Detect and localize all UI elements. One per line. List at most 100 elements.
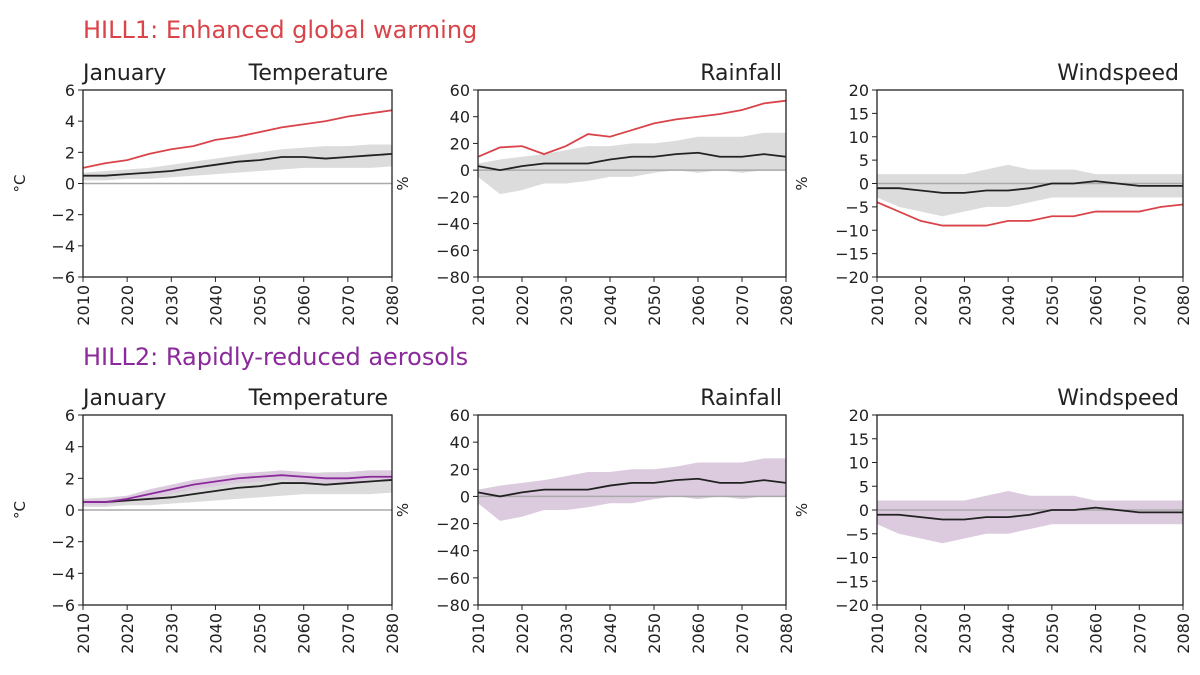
x-tick-label: 2050: [645, 613, 664, 654]
panel-title: Temperature: [248, 61, 388, 86]
x-tick-label: 2020: [912, 613, 931, 654]
y-tick-label: −20: [436, 515, 470, 534]
x-tick-label: 2080: [777, 613, 796, 654]
x-tick-label: 2070: [339, 285, 358, 326]
y-tick-label: −4: [51, 237, 75, 256]
uncertainty-band-grey: [877, 164, 1183, 217]
y-tick-label: 15: [849, 104, 869, 123]
x-tick-label: 2080: [383, 613, 402, 654]
x-tick-label: 2010: [868, 613, 887, 654]
x-tick-label: 2060: [1087, 285, 1106, 326]
x-tick-label: 2030: [162, 285, 181, 326]
series-line-black: [477, 477, 787, 498]
series-line-red: [82, 109, 393, 169]
y-tick-label: 10: [849, 454, 869, 473]
y-tick-label: 40: [450, 433, 470, 452]
uncertainty-band-purple: [83, 470, 392, 506]
y-tick-label: −20: [835, 268, 869, 287]
y-tick-label: 20: [849, 406, 869, 425]
x-tick-label: 2020: [912, 285, 931, 326]
panel-title: Rainfall: [700, 386, 782, 411]
x-tick-label: 2040: [999, 613, 1018, 654]
x-tick-label: 2040: [206, 285, 225, 326]
y-tick-label: 0: [859, 175, 869, 194]
y-tick-label: 40: [450, 108, 470, 127]
y-tick-label: −20: [436, 188, 470, 207]
uncertainty-band-purple: [877, 491, 1183, 544]
y-tick-label: −5: [845, 198, 869, 217]
y-tick-label: 60: [450, 81, 470, 100]
panel-title: Rainfall: [700, 61, 782, 86]
x-tick-label: 2010: [74, 285, 93, 326]
y-tick-label: 2: [65, 143, 75, 162]
series-line-black: [877, 180, 1183, 194]
y-tick-label: −80: [436, 268, 470, 287]
x-tick-label: 2030: [557, 613, 576, 654]
y-tick-label: 0: [859, 501, 869, 520]
y-tick-label: 0: [460, 161, 470, 180]
x-tick-label: 2070: [339, 613, 358, 654]
series-line-red: [876, 201, 1184, 227]
x-tick-label: 2070: [733, 285, 752, 326]
x-tick-label: 2080: [777, 285, 796, 326]
y-tick-label: 20: [450, 460, 470, 479]
y-tick-label: 10: [849, 128, 869, 147]
x-tick-label: 2080: [383, 285, 402, 326]
y-axis-label: %: [793, 503, 811, 517]
x-tick-label: 2050: [1043, 285, 1062, 326]
y-tick-label: −10: [835, 221, 869, 240]
y-tick-label: −40: [436, 215, 470, 234]
x-tick-label: 2040: [601, 285, 620, 326]
x-tick-label: 2010: [469, 613, 488, 654]
y-tick-label: −20: [835, 596, 869, 615]
x-tick-label: 2060: [295, 613, 314, 654]
x-tick-label: 2070: [1130, 613, 1149, 654]
x-tick-label: 2020: [118, 285, 137, 326]
group-title-hill2: HILL2: Rapidly-reduced aerosols: [83, 343, 468, 371]
group-title-hill1: HILL1: Enhanced global warming: [83, 16, 477, 44]
series-line-red: [477, 99, 787, 158]
y-tick-label: −6: [51, 268, 75, 287]
y-tick-label: −6: [51, 596, 75, 615]
x-tick-label: 2010: [868, 285, 887, 326]
x-tick-label: 2060: [689, 613, 708, 654]
y-tick-label: −40: [436, 542, 470, 561]
y-tick-label: −80: [436, 596, 470, 615]
y-tick-label: −2: [51, 533, 75, 552]
y-tick-label: 2: [65, 469, 75, 488]
x-tick-label: 2020: [513, 613, 532, 654]
y-tick-label: 4: [65, 112, 75, 131]
y-tick-label: 20: [450, 134, 470, 153]
x-tick-label: 2020: [118, 613, 137, 654]
x-tick-label: 2060: [1087, 613, 1106, 654]
x-tick-label: 2040: [601, 613, 620, 654]
x-tick-label: 2080: [1174, 285, 1193, 326]
plot-frame: [477, 89, 787, 278]
y-tick-label: −4: [51, 564, 75, 583]
y-axis-label: %: [793, 176, 811, 190]
panel-title: Windspeed: [1057, 61, 1179, 86]
y-axis-label: %: [394, 503, 412, 517]
y-tick-label: 0: [460, 487, 470, 506]
x-tick-label: 2040: [206, 613, 225, 654]
y-tick-label: 5: [859, 151, 869, 170]
plot-frame: [477, 414, 787, 606]
y-tick-label: 0: [65, 501, 75, 520]
x-tick-label: 2050: [645, 285, 664, 326]
x-tick-label: 2070: [1130, 285, 1149, 326]
x-tick-label: 2010: [74, 613, 93, 654]
y-tick-label: 4: [65, 438, 75, 457]
x-tick-label: 2070: [733, 613, 752, 654]
y-tick-label: −5: [845, 525, 869, 544]
x-tick-label: 2020: [513, 285, 532, 326]
x-tick-label: 2060: [295, 285, 314, 326]
series-line-black: [83, 152, 393, 177]
series-line-purple: [83, 474, 392, 503]
y-tick-label: 15: [849, 430, 869, 449]
y-tick-label: −60: [436, 569, 470, 588]
y-tick-label: 6: [65, 406, 75, 425]
y-tick-label: −2: [51, 206, 75, 225]
y-axis-label: °C: [11, 501, 29, 519]
series-line-black: [83, 479, 393, 503]
month-label: January: [81, 61, 166, 86]
